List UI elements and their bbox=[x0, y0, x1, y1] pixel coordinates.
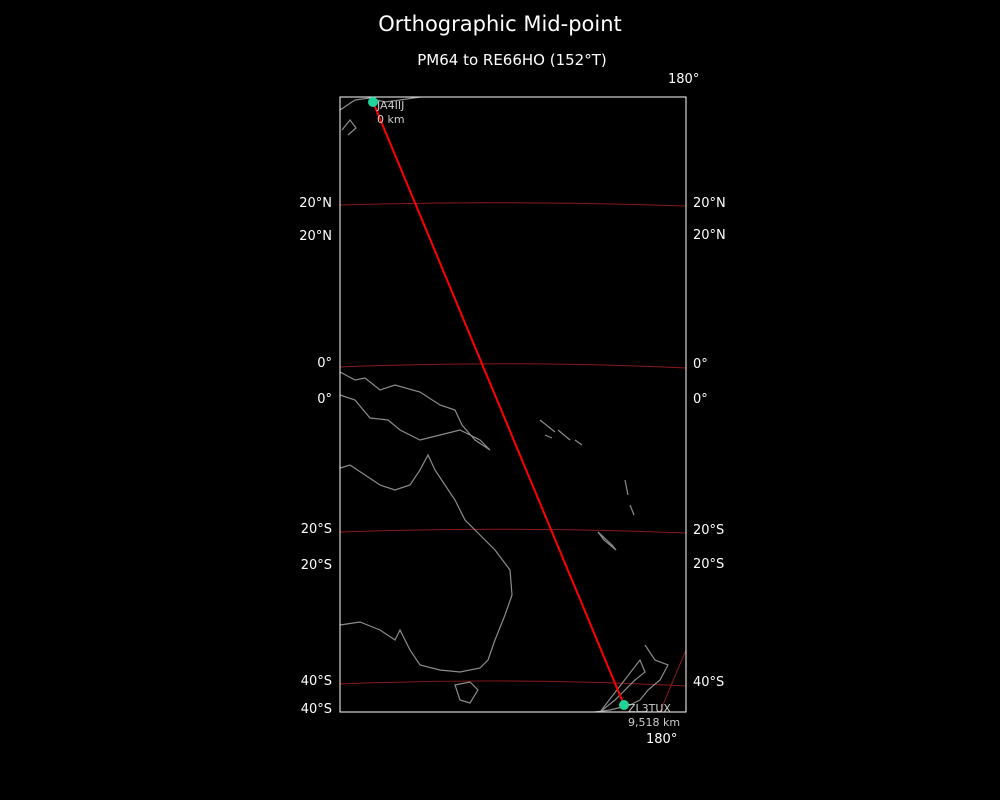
start-station-marker bbox=[368, 97, 378, 107]
tasmania-coast bbox=[454, 681, 479, 704]
lat-label-right: 40°S bbox=[693, 675, 725, 690]
lat-label-left: 20°N bbox=[299, 229, 332, 244]
chart-title: Orthographic Mid-point bbox=[378, 12, 622, 36]
lat-label-right: 20°N bbox=[693, 196, 726, 211]
gridline-40s bbox=[340, 680, 686, 687]
lat-label-left: 40°S bbox=[300, 674, 332, 689]
coastlines bbox=[340, 97, 669, 712]
map-frame bbox=[339, 96, 687, 713]
end-station-distance: 9,518 km bbox=[628, 716, 681, 729]
gridline-20n bbox=[340, 202, 686, 207]
chart-subtitle: PM64 to RE66HO (152°T) bbox=[417, 51, 607, 69]
australia-coast bbox=[340, 453, 513, 673]
lat-label-left: 0° bbox=[317, 392, 332, 407]
new-zealand-coast bbox=[594, 644, 669, 712]
gridline-0 bbox=[340, 363, 686, 369]
lat-label-left: 20°S bbox=[300, 522, 332, 537]
start-station-call: JA4IIJ bbox=[377, 99, 405, 112]
lat-label-left: 20°S bbox=[300, 558, 332, 573]
lat-label-right: 20°N bbox=[693, 228, 726, 243]
lon-label-top: 180° bbox=[668, 72, 700, 87]
gridlines bbox=[340, 202, 686, 712]
lat-label-right: 20°S bbox=[693, 523, 725, 538]
start-station-distance: 0 km bbox=[377, 113, 405, 126]
lat-label-left: 20°N bbox=[299, 196, 332, 211]
solomon-islands-coast bbox=[539, 419, 583, 446]
great-circle-path bbox=[372, 101, 625, 706]
lat-label-left: 0° bbox=[317, 356, 332, 371]
new-caledonia-coast bbox=[597, 531, 617, 551]
vanuatu-coast bbox=[624, 479, 635, 516]
lat-label-right: 20°S bbox=[693, 557, 725, 572]
gridline-20s bbox=[340, 528, 686, 534]
gridline-180 bbox=[659, 649, 686, 712]
lon-label-bottom: 180° bbox=[646, 732, 678, 747]
lat-label-right: 0° bbox=[693, 357, 708, 372]
new-guinea-coast bbox=[340, 371, 491, 451]
lat-label-left: 40°S bbox=[300, 702, 332, 717]
lat-label-right: 0° bbox=[693, 392, 708, 407]
end-station-call: ZL3TUX bbox=[628, 702, 671, 715]
end-station-marker bbox=[619, 700, 629, 710]
